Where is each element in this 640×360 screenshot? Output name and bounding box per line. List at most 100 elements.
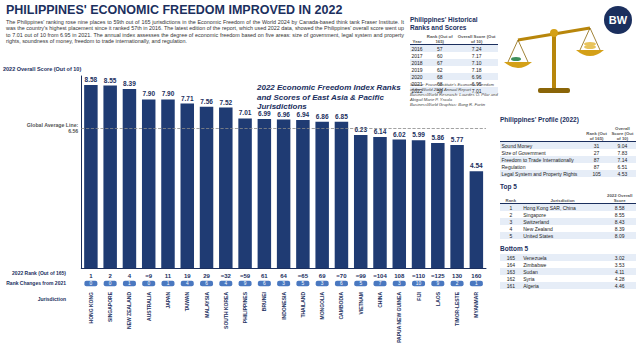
svg-text:3: 3 xyxy=(321,281,324,286)
svg-text:5.77: 5.77 xyxy=(451,136,464,143)
svg-text:4: 4 xyxy=(224,281,227,286)
html-text:Overall Score (Out of 10): Overall Score (Out of 10) xyxy=(457,33,496,44)
html-text:Source: Fraser Institute's Eco: Source: Fraser Institute's Economic Free… xyxy=(410,82,494,92)
svg-text:CAMBODIA: CAMBODIA xyxy=(338,292,344,320)
svg-text:3: 3 xyxy=(398,281,401,286)
svg-text:JAPAN: JAPAN xyxy=(165,292,171,309)
svg-text:9: 9 xyxy=(244,281,247,286)
html-text:Rank (Out of 165): Rank (Out of 165) xyxy=(426,33,453,44)
svg-text:and Scores of East Asia & Paci: and Scores of East Asia & Pacific xyxy=(257,93,386,102)
svg-text:4: 4 xyxy=(186,281,189,286)
svg-text:FIJI: FIJI xyxy=(416,291,422,300)
html-text:Overall Score (Out of 10): Overall Score (Out of 10) xyxy=(611,125,634,141)
svg-text:5: 5 xyxy=(359,281,362,286)
svg-text:1: 1 xyxy=(89,273,93,279)
svg-text:6.86: 6.86 xyxy=(316,113,329,120)
svg-text:6.96: 6.96 xyxy=(277,111,290,118)
svg-text:7.90: 7.90 xyxy=(142,90,155,97)
svg-text:19: 19 xyxy=(184,273,191,279)
svg-text:Global Average Line:: Global Average Line: xyxy=(27,122,79,128)
svg-text:5: 5 xyxy=(302,281,305,286)
svg-text:0: 0 xyxy=(147,281,150,286)
svg-text:2022 Overall Score (Out of 10): 2022 Overall Score (Out of 10) xyxy=(3,66,81,72)
svg-text:2: 2 xyxy=(456,281,459,286)
svg-text:0: 0 xyxy=(90,281,93,286)
svg-text:29: 29 xyxy=(203,273,210,279)
svg-text:2022 Economic Freedom Index Ra: 2022 Economic Freedom Index Ranks xyxy=(256,83,403,92)
svg-text:4: 4 xyxy=(128,273,132,279)
svg-text:61: 61 xyxy=(261,273,268,279)
svg-text:6.85: 6.85 xyxy=(335,113,348,120)
svg-text:108: 108 xyxy=(394,273,405,279)
svg-text:=59: =59 xyxy=(240,273,251,279)
html-text:Philippines' Historical Ranks: Philippines' Historical Ranks and Scores xyxy=(410,16,478,31)
svg-text:PAPUA NEW GUINEA: PAPUA NEW GUINEA xyxy=(396,292,402,343)
svg-text:=70: =70 xyxy=(336,273,347,279)
svg-text:HONG KONG: HONG KONG xyxy=(88,292,94,324)
svg-text:8.55: 8.55 xyxy=(104,77,117,84)
svg-text:CHINA: CHINA xyxy=(377,292,383,308)
svg-text:=110: =110 xyxy=(412,273,426,279)
svg-text:Jurisdictions: Jurisdictions xyxy=(257,102,307,111)
svg-text:7: 7 xyxy=(379,281,382,286)
svg-text:MALAYSIA: MALAYSIA xyxy=(204,292,210,318)
svg-text:6: 6 xyxy=(340,281,343,286)
html-text:Rank (Out of 165): Rank (Out of 165) xyxy=(586,130,607,141)
svg-text:AUSTRALIA: AUSTRALIA xyxy=(146,292,152,321)
svg-text:64: 64 xyxy=(280,273,287,279)
svg-text:LAOS: LAOS xyxy=(435,291,441,306)
svg-text:7.90: 7.90 xyxy=(162,90,175,97)
svg-text:7.52: 7.52 xyxy=(219,99,232,106)
svg-text:1: 1 xyxy=(167,281,170,286)
svg-text:MONGOLIA: MONGOLIA xyxy=(319,292,325,320)
svg-text:6.02: 6.02 xyxy=(393,131,406,138)
svg-text:6: 6 xyxy=(205,281,208,286)
svg-text:=125: =125 xyxy=(431,273,445,279)
svg-text:6.23: 6.23 xyxy=(354,126,367,133)
svg-text:TIMOR-LESTE: TIMOR-LESTE xyxy=(454,291,460,326)
svg-text:BW: BW xyxy=(609,14,628,26)
svg-text:SINGAPORE: SINGAPORE xyxy=(107,291,113,322)
html-text:The Philippines' ranking rose: The Philippines' ranking rose nine place… xyxy=(6,19,404,45)
svg-text:6.56: 6.56 xyxy=(68,128,78,134)
svg-text:160: 160 xyxy=(471,273,482,279)
svg-text:NEW ZEALAND: NEW ZEALAND xyxy=(126,292,132,329)
svg-text:SOUTH KOREA: SOUTH KOREA xyxy=(223,292,229,329)
svg-text:0: 0 xyxy=(109,281,112,286)
svg-text:2: 2 xyxy=(108,273,112,279)
svg-text:130: 130 xyxy=(452,273,463,279)
svg-text:=99: =99 xyxy=(356,273,367,279)
html-text:BusinessWorld Research: Lourde: BusinessWorld Research: Lourdes O. Pilar… xyxy=(410,92,498,102)
svg-text:=104: =104 xyxy=(373,273,387,279)
svg-text:6: 6 xyxy=(263,281,266,286)
svg-text:3: 3 xyxy=(282,281,285,286)
svg-text:1: 1 xyxy=(128,281,131,286)
svg-text:6.94: 6.94 xyxy=(297,111,310,118)
svg-text:=32: =32 xyxy=(221,273,232,279)
svg-text:6.14: 6.14 xyxy=(374,128,387,135)
svg-text:7.01: 7.01 xyxy=(239,109,252,116)
html-text:PHILIPPINES' ECONOMIC FREEDOM: PHILIPPINES' ECONOMIC FREEDOM IMPROVED I… xyxy=(6,3,343,17)
svg-text:PHILIPPINES: PHILIPPINES xyxy=(242,291,248,323)
svg-text:7.56: 7.56 xyxy=(200,98,213,105)
svg-text:11: 11 xyxy=(165,273,172,279)
html-text:2022 Overall Score: 2022 Overall Score xyxy=(607,192,633,203)
svg-text:5.86: 5.86 xyxy=(431,134,444,141)
svg-text:5.99: 5.99 xyxy=(412,131,425,138)
svg-text:INDONESIA: INDONESIA xyxy=(281,292,287,320)
svg-text:MYANMAR: MYANMAR xyxy=(473,292,479,318)
svg-text:THAILAND: THAILAND xyxy=(300,292,306,318)
svg-text:=9: =9 xyxy=(145,273,153,279)
svg-text:8.39: 8.39 xyxy=(123,80,136,87)
svg-text:VIETNAM: VIETNAM xyxy=(358,292,364,315)
svg-text:69: 69 xyxy=(319,273,326,279)
svg-text:BRUNEI: BRUNEI xyxy=(261,291,267,311)
svg-text:7.71: 7.71 xyxy=(181,95,194,102)
svg-text:1: 1 xyxy=(475,281,478,286)
svg-text:8.58: 8.58 xyxy=(85,76,98,83)
svg-text:=65: =65 xyxy=(298,273,309,279)
svg-text:TAIWAN: TAIWAN xyxy=(184,292,190,312)
svg-text:10: 10 xyxy=(416,281,422,286)
svg-text:9: 9 xyxy=(436,281,439,286)
svg-text:4.54: 4.54 xyxy=(470,162,483,169)
